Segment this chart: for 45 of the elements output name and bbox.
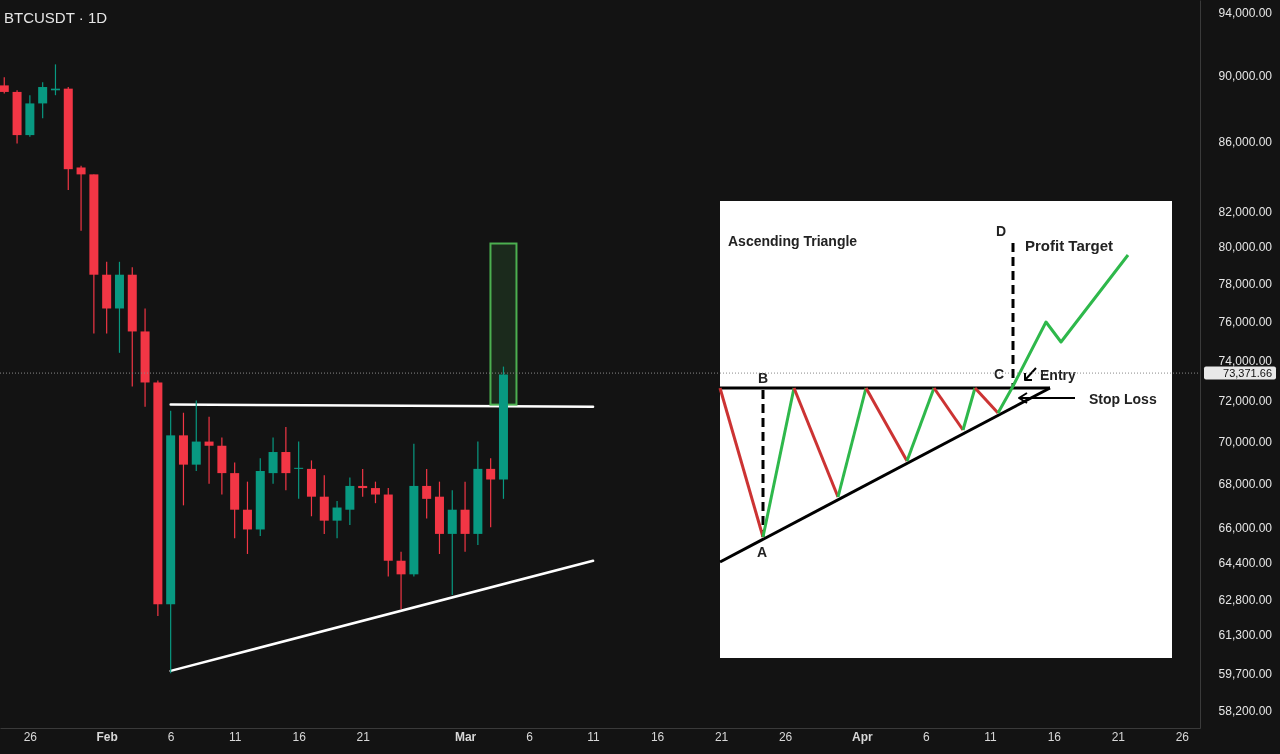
y-tick-label: 61,300.00 (1218, 628, 1273, 643)
y-tick-label: 70,000.00 (1218, 434, 1273, 449)
y-tick-label: 62,800.00 (1218, 592, 1273, 607)
x-tick-label: 11 (228, 730, 242, 744)
x-tick-label: 11 (587, 730, 601, 744)
ref-line-label: 73,371.66 (1223, 367, 1272, 380)
annotation: D (995, 223, 1007, 239)
annotation: B (757, 370, 769, 386)
y-tick-label: 72,000.00 (1218, 393, 1273, 408)
x-tick-label: Apr (852, 730, 874, 744)
text: BTCUSDT · 1D (4, 9, 108, 26)
x-tick-label: 21 (714, 730, 729, 744)
annotation: A (756, 544, 768, 560)
annotation: Profit Target (1025, 237, 1114, 254)
x-tick-label: 11 (984, 730, 997, 744)
y-tick-label: 59,700.00 (1218, 666, 1273, 681)
y-tick-label: 80,000.00 (1218, 240, 1273, 255)
y-tick-label: 90,000.00 (1218, 69, 1273, 83)
x-tick-label: 16 (292, 730, 307, 744)
y-tick-label: 78,000.00 (1218, 277, 1273, 292)
x-tick-label: 26 (778, 730, 793, 744)
x-tick-label: Mar (454, 730, 477, 744)
y-tick-label: 58,200.00 (1218, 703, 1273, 718)
x-tick-label: 6 (167, 730, 175, 744)
x-tick-label: 16 (1047, 730, 1062, 744)
y-tick-label: 66,000.00 (1218, 520, 1273, 535)
x-tick-label: Feb (96, 730, 118, 744)
x-tick-label: 21 (356, 730, 371, 744)
y-tick-label: 86,000.00 (1218, 135, 1273, 150)
y-tick-label: 74,000.00 (1218, 354, 1273, 369)
annotation: Ascending Triangle (728, 233, 858, 249)
x-tick-label: 21 (1111, 730, 1126, 744)
y-tick-label: 94,000.00 (1218, 5, 1273, 20)
y-tick-label: 76,000.00 (1218, 315, 1273, 330)
annotation: Stop Loss (1089, 391, 1157, 407)
annotation: Entry (1040, 367, 1076, 383)
annotation: C (993, 366, 1005, 382)
x-tick-label: 16 (650, 730, 665, 744)
x-tick-label: 6 (526, 730, 534, 744)
y-tick-label: 64,400.00 (1218, 556, 1273, 571)
y-tick-label: 68,000.00 (1218, 477, 1273, 492)
x-tick-label: 6 (923, 730, 931, 744)
x-tick-label: 26 (23, 730, 38, 744)
y-tick-label: 82,000.00 (1218, 204, 1273, 219)
x-tick-label: 26 (1175, 730, 1190, 744)
